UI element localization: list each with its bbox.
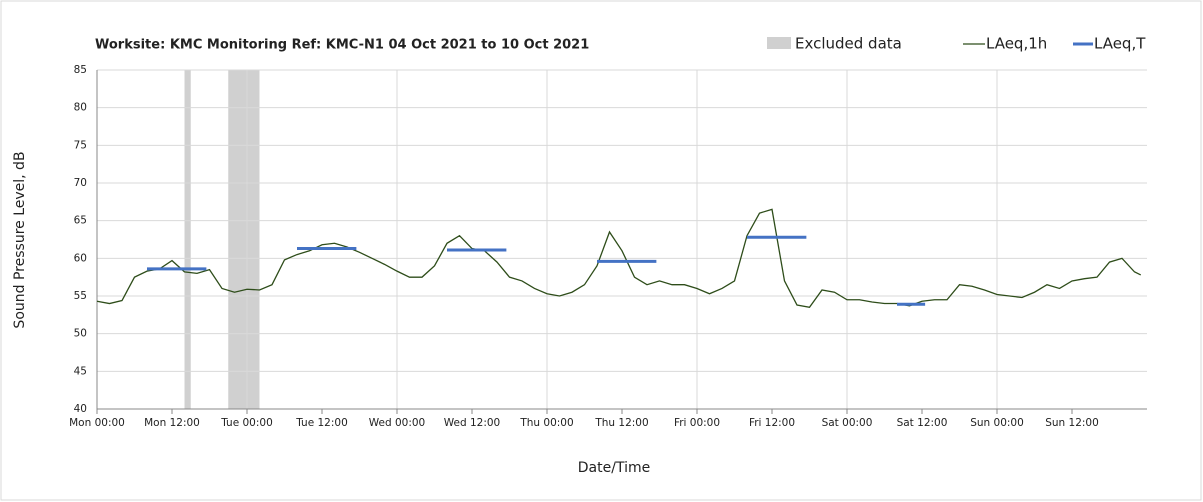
chart-title: Worksite: KMC Monitoring Ref: KMC-N1 04 … bbox=[95, 38, 589, 53]
y-tick-label: 45 bbox=[74, 365, 87, 377]
x-tick-label: Wed 00:00 bbox=[369, 417, 426, 429]
legend-swatch bbox=[767, 37, 791, 49]
y-tick-label: 55 bbox=[74, 290, 87, 302]
x-tick-label: Mon 12:00 bbox=[144, 417, 200, 429]
legend-label: LAeq,1h bbox=[986, 35, 1047, 53]
y-tick-label: 60 bbox=[74, 252, 87, 264]
x-tick-label: Sun 12:00 bbox=[1045, 417, 1099, 429]
excluded-band bbox=[228, 70, 260, 409]
x-tick-label: Tue 00:00 bbox=[220, 417, 273, 429]
x-tick-label: Mon 00:00 bbox=[69, 417, 125, 429]
x-axis-title: Date/Time bbox=[578, 460, 650, 476]
x-tick-label: Fri 00:00 bbox=[674, 417, 720, 429]
x-tick-label: Wed 12:00 bbox=[444, 417, 501, 429]
x-tick-label: Tue 12:00 bbox=[295, 417, 348, 429]
x-tick-label: Sun 00:00 bbox=[970, 417, 1024, 429]
y-tick-label: 75 bbox=[74, 139, 87, 151]
y-tick-label: 50 bbox=[74, 328, 87, 340]
legend-label: Excluded data bbox=[795, 35, 902, 53]
x-tick-label: Sat 00:00 bbox=[822, 417, 873, 429]
y-tick-label: 40 bbox=[74, 403, 87, 415]
y-tick-label: 65 bbox=[74, 215, 87, 227]
excluded-band bbox=[184, 70, 191, 409]
x-tick-label: Thu 00:00 bbox=[519, 417, 573, 429]
y-axis-title: Sound Pressure Level, dB bbox=[12, 151, 28, 328]
x-tick-label: Sat 12:00 bbox=[897, 417, 948, 429]
line-series bbox=[96, 208, 1142, 309]
y-tick-label: 70 bbox=[74, 177, 87, 189]
y-tick-label: 80 bbox=[74, 102, 87, 114]
y-tick-label: 85 bbox=[74, 64, 87, 76]
x-tick-label: Fri 12:00 bbox=[749, 417, 795, 429]
x-tick-label: Thu 12:00 bbox=[594, 417, 648, 429]
legend-label: LAeq,T bbox=[1094, 35, 1146, 53]
